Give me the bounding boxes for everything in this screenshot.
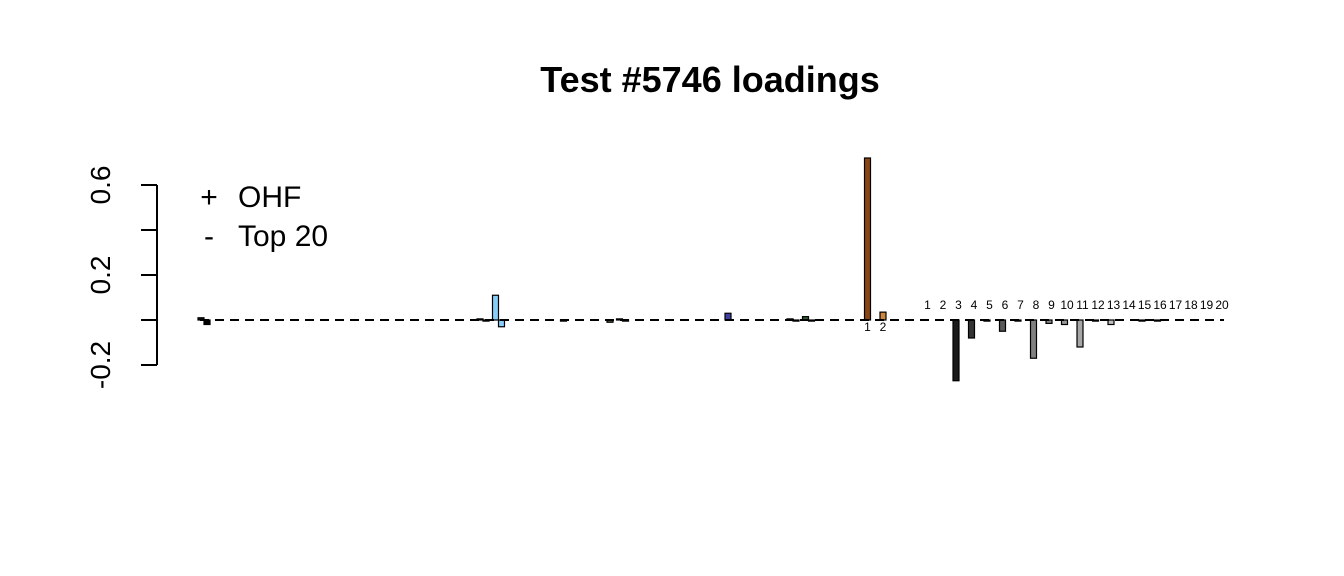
- top20-index-label: 14: [1122, 298, 1136, 312]
- top20-index-label: 4: [971, 298, 978, 312]
- top20-index-label: 15: [1138, 298, 1152, 312]
- top20-index-label: 6: [1002, 298, 1009, 312]
- top20-index-label: 19: [1200, 298, 1214, 312]
- top20-index-label: 10: [1060, 298, 1074, 312]
- legend-label: OHF: [238, 181, 301, 214]
- ohf-index-label: 1: [864, 320, 871, 334]
- bars-layer: [197, 157, 1162, 382]
- top20-index-label: 9: [1048, 298, 1055, 312]
- top20-index-label: 20: [1215, 298, 1229, 312]
- top20-index-label: 16: [1153, 298, 1167, 312]
- top20-bar: [967, 319, 976, 339]
- top20-index-label: 3: [955, 298, 962, 312]
- top20-index-label: 12: [1091, 298, 1105, 312]
- legend: + OHF- Top 20: [200, 181, 328, 253]
- top20-index-label: 11: [1076, 298, 1089, 312]
- top20-bar: [1153, 319, 1162, 322]
- top20-index-label: 13: [1107, 298, 1121, 312]
- chart-title: Test #5746 loadings: [540, 59, 879, 100]
- y-tick-label: -0.2: [85, 341, 116, 389]
- top20-bar: [1029, 319, 1038, 359]
- y-tick-label: 0.2: [85, 256, 116, 295]
- loading-bar-positive: [879, 311, 887, 321]
- top20-index-label: 2: [940, 298, 947, 312]
- top20-index-label: 7: [1017, 298, 1024, 312]
- top20-index-label: 18: [1184, 298, 1198, 312]
- top20-index-label: 8: [1033, 298, 1040, 312]
- top20-bar: [1138, 319, 1146, 322]
- y-axis: -0.2 0.2 0.6: [85, 166, 158, 389]
- index-labels: 1 21 2 3 4 5 6 7 8 9 10 11 12 13 14 15 16 17 18 19 20: [864, 298, 1229, 334]
- y-tick-label: 0.6: [85, 166, 116, 205]
- legend-label: Top 20: [238, 220, 328, 253]
- loading-bar-positive: [724, 312, 732, 321]
- legend-symbol: +: [200, 181, 218, 214]
- top20-bar: [1107, 319, 1115, 326]
- legend-symbol: -: [204, 220, 214, 253]
- ohf-index-label: 2: [880, 320, 887, 334]
- loading-bar-negative: [807, 319, 816, 322]
- loading-bar-negative: [497, 319, 506, 328]
- loading-bar-positive: [863, 157, 872, 321]
- top20-bar: [1076, 319, 1084, 348]
- top20-index-label: 1: [924, 298, 931, 312]
- top20-index-label: 17: [1169, 298, 1183, 312]
- top20-bar: [998, 319, 1007, 332]
- top20-bar: [1060, 319, 1069, 326]
- top20-bar: [952, 319, 960, 382]
- loading-bar-positive: [491, 294, 500, 321]
- top20-index-label: 5: [986, 298, 993, 312]
